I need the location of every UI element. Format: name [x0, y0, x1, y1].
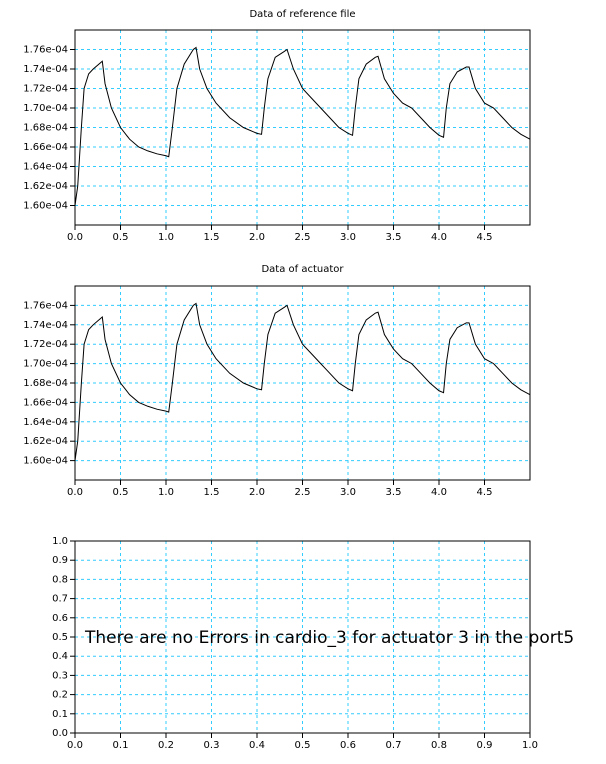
x-tick-label: 0.3: [204, 740, 220, 751]
y-tick-label: 0.7: [52, 594, 68, 605]
x-tick-label: 0.1: [113, 740, 129, 751]
data-line: [74, 46, 531, 206]
y-tick-label: 1.66e-04: [23, 397, 68, 408]
data-line: [74, 302, 531, 461]
x-tick-label: 3.0: [340, 232, 356, 243]
y-tick-label: 0.1: [52, 709, 68, 720]
y-tick-label: 1.64e-04: [23, 162, 68, 173]
y-tick-label: 1.74e-04: [23, 64, 68, 75]
x-tick-label: 0.0: [67, 740, 83, 751]
x-tick-label: 0.6: [340, 740, 356, 751]
y-tick-label: 1.68e-04: [23, 123, 68, 134]
x-tick-label: 1.0: [158, 232, 174, 243]
y-tick-label: 1.68e-04: [23, 378, 68, 389]
x-tick-label: 0.4: [249, 740, 265, 751]
x-tick-label: 2.0: [249, 232, 265, 243]
x-tick-label: 3.5: [386, 487, 402, 498]
x-tick-label: 1.5: [204, 232, 220, 243]
x-tick-label: 0.0: [67, 232, 83, 243]
plot-frame: [74, 285, 531, 481]
y-tick-label: 1.62e-04: [23, 181, 68, 192]
y-tick-label: 0.5: [52, 632, 68, 643]
y-tick-label: 1.76e-04: [23, 45, 68, 56]
x-tick-label: 0.0: [67, 487, 83, 498]
y-tick-label: 1.74e-04: [23, 320, 68, 331]
x-tick-label: 0.5: [113, 232, 129, 243]
y-tick-label: 1.76e-04: [23, 300, 68, 311]
y-tick-label: 1.70e-04: [23, 103, 68, 114]
x-tick-label: 2.0: [249, 487, 265, 498]
chart-title: Data of actuator: [261, 264, 344, 275]
x-tick-label: 0.2: [158, 740, 174, 751]
y-tick-label: 1.62e-04: [23, 436, 68, 447]
annotation: There are no Errors in cardio_3 for actu…: [84, 628, 574, 648]
y-tick-label: 1.0: [52, 536, 68, 547]
y-tick-label: 0.2: [52, 690, 68, 701]
x-tick-label: 1.5: [204, 487, 220, 498]
y-tick-label: 1.72e-04: [23, 339, 68, 350]
x-tick-label: 3.5: [386, 232, 402, 243]
x-tick-label: 0.7: [386, 740, 402, 751]
plot-frame: [74, 29, 531, 226]
x-tick-label: 1.0: [522, 740, 538, 751]
x-tick-label: 2.5: [295, 487, 311, 498]
y-tick-label: 1.64e-04: [23, 417, 68, 428]
y-tick-label: 0.9: [52, 555, 68, 566]
y-tick-label: 0.6: [52, 613, 68, 624]
x-tick-label: 4.5: [477, 232, 493, 243]
plot-frame: [74, 540, 531, 734]
x-tick-label: 4.0: [431, 232, 447, 243]
x-tick-label: 2.5: [295, 232, 311, 243]
y-tick-label: 1.70e-04: [23, 359, 68, 370]
x-tick-label: 0.9: [477, 740, 493, 751]
x-tick-label: 4.5: [477, 487, 493, 498]
y-tick-label: 0.0: [52, 728, 68, 739]
y-tick-label: 0.3: [52, 670, 68, 681]
y-tick-label: 0.8: [52, 574, 68, 585]
x-tick-label: 4.0: [431, 487, 447, 498]
x-tick-label: 0.8: [431, 740, 447, 751]
x-tick-label: 3.0: [340, 487, 356, 498]
y-tick-label: 0.4: [52, 651, 68, 662]
chart-title: Data of reference file: [249, 9, 355, 20]
y-tick-label: 1.60e-04: [23, 201, 68, 212]
x-tick-label: 1.0: [158, 487, 174, 498]
x-tick-label: 0.5: [295, 740, 311, 751]
y-tick-label: 1.60e-04: [23, 456, 68, 467]
y-tick-label: 1.66e-04: [23, 142, 68, 153]
y-tick-label: 1.72e-04: [23, 84, 68, 95]
x-tick-label: 0.5: [113, 487, 129, 498]
